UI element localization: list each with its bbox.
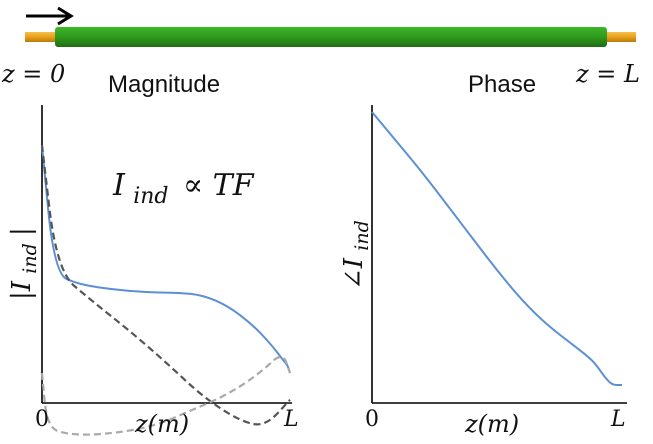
magnitude-xlabel: z(m)	[134, 410, 189, 438]
phase-title: Phase	[468, 71, 536, 98]
direction-arrow	[26, 6, 74, 26]
cable-left-end	[25, 32, 60, 42]
phase-ylabel: ∠I ind	[338, 220, 373, 290]
label-z-end: z = L	[575, 60, 640, 88]
cable-right-end	[602, 32, 636, 42]
magnitude-x-tick-start: 0	[35, 407, 49, 432]
label-z-start: z = 0	[1, 60, 65, 88]
magnitude-plot: I ind ∝ TF |I ind | 0 L z(m)	[6, 105, 299, 438]
magnitude-equation: I ind ∝ TF	[112, 168, 255, 210]
cable: z = 0 z = L	[1, 6, 640, 88]
magnitude-title: Magnitude	[108, 71, 220, 98]
magnitude-series-2-dashed-line	[40, 145, 291, 426]
phase-x-tick-end: L	[610, 407, 626, 432]
magnitude-series-3-dashed-line	[40, 355, 292, 436]
phase-plot: ∠I ind 0 L z(m)	[338, 105, 627, 438]
phase-xlabel: z(m)	[464, 410, 519, 438]
magnitude-ylabel: |I ind |	[6, 227, 42, 300]
phase-series-1-solid-line	[371, 111, 622, 386]
magnitude-series-1-solid-line	[41, 145, 291, 374]
magnitude-x-tick-end: L	[283, 407, 299, 432]
cable-conductor	[55, 27, 607, 47]
phase-x-tick-start: 0	[365, 407, 379, 432]
